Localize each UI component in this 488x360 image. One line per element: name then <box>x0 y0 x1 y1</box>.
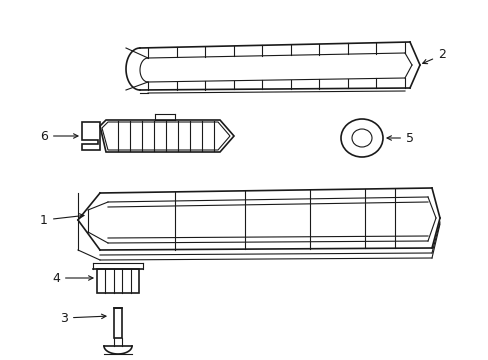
Bar <box>114 308 122 338</box>
Text: 6: 6 <box>40 130 78 143</box>
Text: 2: 2 <box>422 49 445 64</box>
Text: 5: 5 <box>386 131 413 144</box>
Text: 3: 3 <box>60 311 106 324</box>
Bar <box>97 269 139 293</box>
Text: 1: 1 <box>40 213 84 226</box>
Text: 4: 4 <box>52 271 93 284</box>
